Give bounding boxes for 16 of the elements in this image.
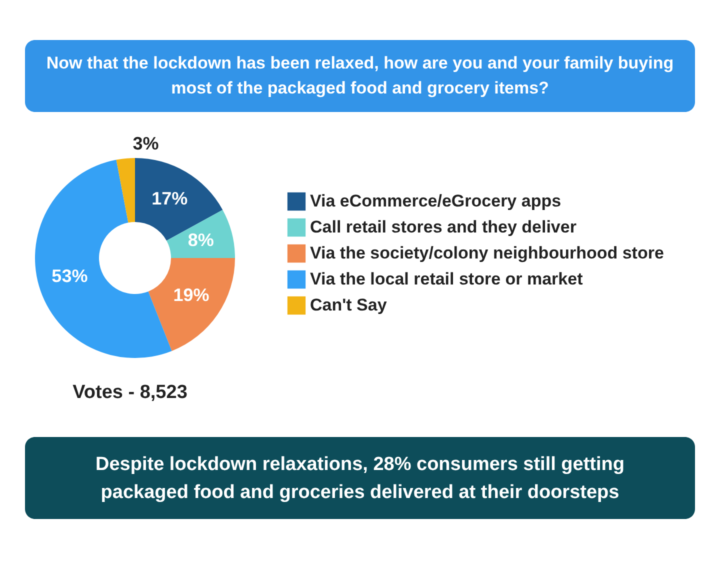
data-label: 19% [173, 285, 210, 306]
donut-slice [166, 210, 235, 258]
legend-label: Call retail stores and they deliver [310, 218, 577, 236]
chart-title: Now that the lockdown has been relaxed, how are you and your family buying most of the packaged food and grocery items? [46, 54, 674, 98]
legend-label: Via the society/colony neighbourhood store [310, 244, 664, 262]
data-label: 53% [52, 266, 88, 286]
legend-label: Via the local retail store or market [310, 270, 584, 288]
donut-slice [116, 158, 135, 223]
text: Votes - 8,523 [72, 382, 188, 403]
donut-slice [148, 258, 235, 351]
legend-label: Via eCommerce/eGrocery apps [310, 192, 562, 210]
text: Despite lockdown relaxations, 28% consumers still getting packaged food and groceries delivered at their doorsteps [96, 454, 624, 503]
data-label: 8% [188, 230, 214, 250]
data-label: 3% [132, 134, 159, 154]
data-label: 17% [152, 188, 188, 208]
legend-label: Can't Say [310, 296, 388, 314]
